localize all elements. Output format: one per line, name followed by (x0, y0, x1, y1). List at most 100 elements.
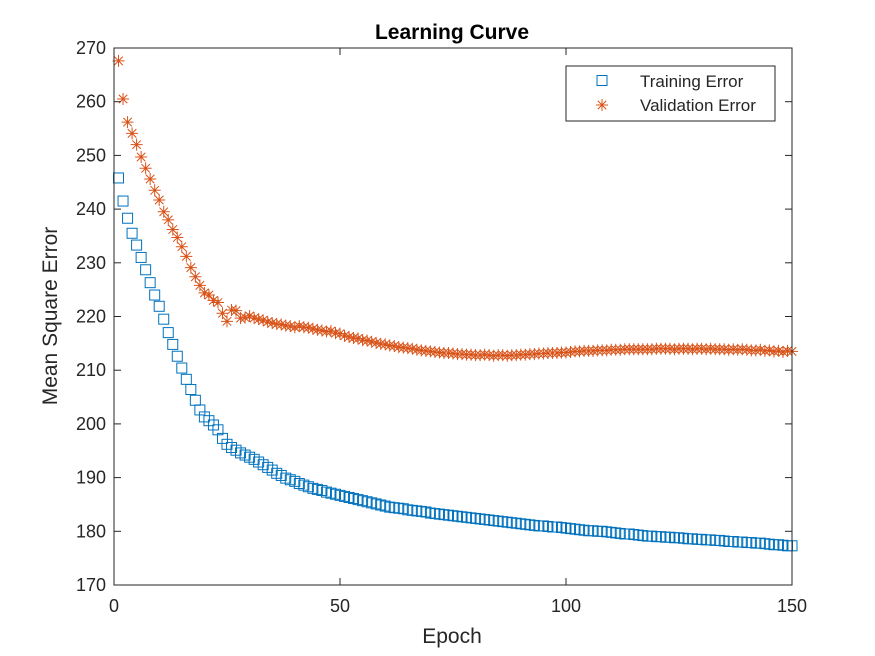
validation-error-point (365, 335, 378, 348)
plot-area (114, 48, 792, 585)
validation-error-point (352, 332, 365, 345)
y-tick-label: 210 (76, 360, 106, 380)
legend-training-label: Training Error (640, 72, 744, 91)
validation-error-point (406, 342, 419, 355)
validation-error-point (311, 323, 324, 336)
validation-error-point (447, 347, 459, 360)
legend-validation-label: Validation Error (640, 96, 756, 115)
validation-error-point (700, 343, 713, 356)
validation-error-point (410, 343, 423, 356)
validation-error-point (162, 213, 175, 226)
validation-error-point (189, 270, 202, 283)
validation-error-point (374, 337, 387, 350)
validation-error-point (216, 307, 229, 320)
validation-error-point (781, 344, 794, 357)
validation-error-point (754, 343, 767, 356)
validation-error-point (496, 349, 509, 362)
training-error-point (117, 195, 129, 207)
validation-error-point (487, 349, 500, 362)
validation-error-point (419, 344, 432, 357)
validation-error-point (424, 345, 437, 358)
validation-error-point (740, 343, 753, 356)
validation-error-point (239, 311, 252, 324)
validation-error-point (126, 127, 139, 140)
validation-error-point (356, 334, 369, 347)
training-error-point (162, 327, 174, 339)
y-tick-label: 170 (76, 575, 106, 595)
validation-error-point (306, 322, 319, 335)
validation-error-point (537, 347, 550, 360)
validation-error-point (722, 343, 735, 356)
validation-error-point (388, 340, 401, 353)
validation-error-point (465, 348, 478, 361)
validation-error-point (261, 315, 274, 328)
validation-error-point (397, 341, 410, 354)
validation-error-point (230, 304, 243, 317)
validation-error-point (234, 312, 247, 325)
validation-error-point (695, 342, 708, 355)
legend: Training Error Validation Error (565, 65, 776, 122)
validation-error-point (166, 223, 179, 236)
validation-error-point (718, 343, 731, 356)
validation-error-point (704, 342, 717, 355)
x-axis-ticks: 0 50 100 150 (109, 48, 807, 616)
validation-error-point (180, 250, 193, 263)
validation-error-series (112, 54, 798, 362)
validation-error-point (614, 343, 627, 356)
validation-error-point (428, 345, 441, 358)
validation-error-point (663, 342, 676, 355)
validation-error-point (383, 339, 396, 352)
validation-error-point (560, 346, 572, 359)
training-error-point (149, 289, 161, 301)
chart-title: Learning Curve (375, 21, 529, 44)
x-tick-label: 0 (109, 596, 119, 616)
validation-error-point (153, 193, 166, 206)
validation-error-point (248, 312, 261, 325)
validation-error-point (686, 343, 699, 356)
training-error-point (167, 338, 179, 350)
y-tick-label: 240 (76, 199, 106, 219)
validation-error-point (193, 279, 206, 292)
validation-error-point (361, 334, 374, 347)
validation-error-point (456, 348, 469, 361)
y-tick-label: 250 (76, 145, 106, 165)
validation-error-point (275, 318, 288, 331)
validation-error-point (270, 318, 283, 331)
validation-error-point (288, 321, 301, 334)
training-error-point (122, 212, 134, 224)
training-error-point (144, 277, 156, 289)
validation-error-point (121, 116, 134, 129)
validation-error-point (731, 343, 744, 356)
validation-error-point (727, 343, 740, 356)
legend-validation-marker (596, 99, 608, 111)
training-error-point (126, 227, 138, 239)
validation-error-point (347, 331, 360, 344)
validation-error-point (148, 184, 161, 197)
validation-error-point (478, 348, 491, 361)
validation-error-point (175, 240, 188, 253)
y-tick-label: 200 (76, 414, 106, 434)
validation-error-point (682, 342, 695, 355)
y-tick-label: 220 (76, 307, 106, 327)
validation-error-point (329, 327, 342, 340)
validation-error-point (334, 327, 346, 340)
validation-error-point (763, 344, 776, 357)
training-error-point (135, 251, 147, 263)
validation-error-point (297, 321, 310, 334)
validation-error-point (776, 345, 789, 358)
validation-error-point (564, 345, 577, 358)
validation-error-point (184, 261, 197, 274)
validation-error-point (483, 349, 496, 362)
y-tick-label: 230 (76, 253, 106, 273)
validation-error-point (501, 349, 514, 362)
x-axis-label: Epoch (422, 625, 482, 648)
validation-error-point (736, 343, 749, 356)
validation-error-point (293, 320, 306, 333)
validation-error-point (442, 347, 455, 360)
validation-error-point (320, 325, 333, 338)
validation-error-point (379, 338, 392, 351)
training-error-point (153, 300, 165, 312)
validation-error-point (211, 296, 224, 309)
validation-error-point (510, 349, 523, 362)
validation-error-point (324, 324, 337, 337)
